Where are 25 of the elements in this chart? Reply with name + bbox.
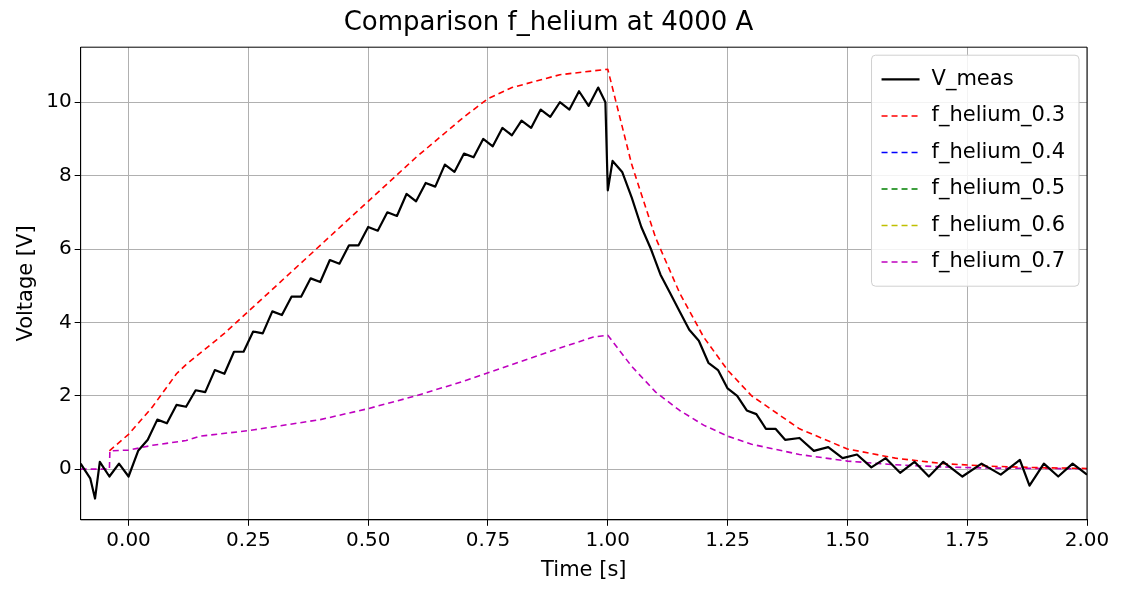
- y-tick-label: 0: [58, 455, 72, 480]
- y-tick-label: 8: [58, 161, 72, 186]
- x-tick-label: 0.50: [345, 527, 391, 551]
- x-tick-label: 2.00: [1064, 527, 1110, 551]
- y-tick-label: 10: [46, 88, 72, 113]
- x-tick-label: 0.25: [226, 527, 271, 551]
- legend-label: f_helium_0.5: [931, 175, 1066, 201]
- x-tick-label: 1.50: [825, 527, 870, 551]
- legend-label: f_helium_0.4: [931, 138, 1066, 164]
- x-tick-label: 1.75: [944, 527, 990, 551]
- y-tick-label: 4: [58, 308, 72, 333]
- y-tick-label: 2: [58, 381, 72, 406]
- legend-label: f_helium_0.3: [931, 102, 1066, 128]
- line-series: [80, 334, 1087, 470]
- x-tick-label: 0.75: [465, 527, 511, 551]
- legend-label: V_meas: [931, 65, 1014, 91]
- x-tick-label: 1.25: [705, 527, 750, 551]
- x-tick-label: 0.00: [106, 527, 151, 551]
- chart-title: Comparison f_helium at 4000 A: [343, 6, 754, 37]
- legend-label: f_helium_0.6: [931, 211, 1066, 237]
- x-tick-label: 1.00: [585, 527, 631, 551]
- y-tick-label: 6: [58, 235, 72, 260]
- legend-label: f_helium_0.7: [931, 248, 1066, 274]
- x-axis-title: Time [s]: [540, 556, 627, 581]
- y-axis-title: Voltage [V]: [13, 225, 38, 342]
